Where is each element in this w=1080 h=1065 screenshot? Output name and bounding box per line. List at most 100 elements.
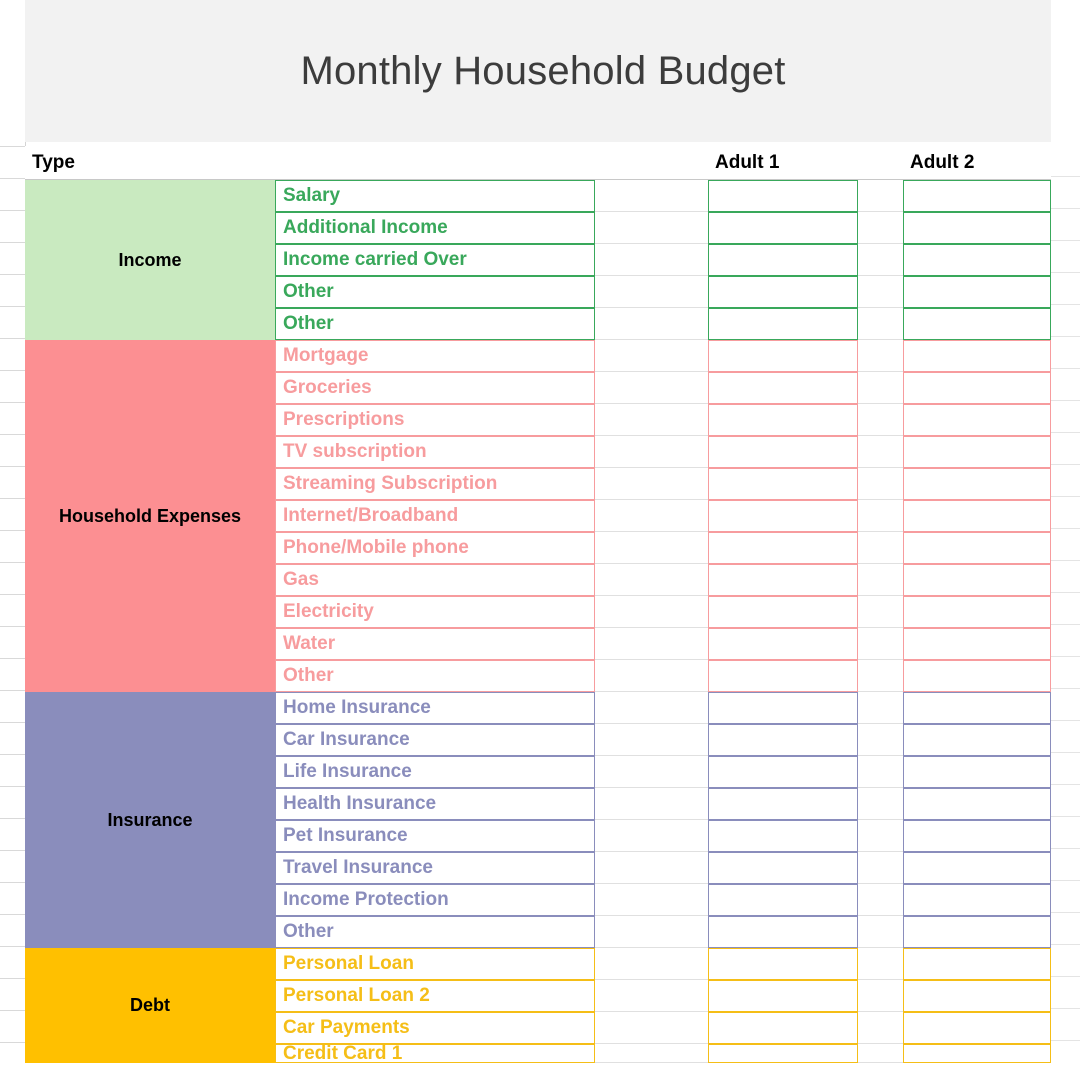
adult-2-amount-cell[interactable]	[903, 884, 1051, 916]
category-label-household-expenses[interactable]: Household Expenses	[25, 340, 275, 692]
gap-cell[interactable]	[858, 276, 903, 308]
column-header-gap[interactable]	[858, 146, 903, 180]
spacer-cell[interactable]	[595, 628, 708, 660]
item-label-cell[interactable]: Groceries	[275, 372, 595, 404]
gap-cell[interactable]	[858, 436, 903, 468]
item-label-cell[interactable]: Personal Loan 2	[275, 980, 595, 1012]
spacer-cell[interactable]	[595, 212, 708, 244]
spacer-cell[interactable]	[595, 372, 708, 404]
adult-1-amount-cell[interactable]	[708, 980, 858, 1012]
item-label-cell[interactable]: Prescriptions	[275, 404, 595, 436]
category-label-insurance[interactable]: Insurance	[25, 692, 275, 948]
item-label-cell[interactable]: Income carried Over	[275, 244, 595, 276]
adult-1-amount-cell[interactable]	[708, 884, 858, 916]
category-label-debt[interactable]: Debt	[25, 948, 275, 1063]
adult-1-amount-cell[interactable]	[708, 404, 858, 436]
adult-1-amount-cell[interactable]	[708, 212, 858, 244]
gap-cell[interactable]	[858, 372, 903, 404]
item-label-cell[interactable]: Mortgage	[275, 340, 595, 372]
spacer-cell[interactable]	[595, 596, 708, 628]
adult-1-amount-cell[interactable]	[708, 564, 858, 596]
item-label-cell[interactable]: Electricity	[275, 596, 595, 628]
adult-2-amount-cell[interactable]	[903, 692, 1051, 724]
spacer-cell[interactable]	[595, 980, 708, 1012]
spacer-cell[interactable]	[595, 916, 708, 948]
gap-cell[interactable]	[858, 532, 903, 564]
gap-cell[interactable]	[858, 500, 903, 532]
spacer-cell[interactable]	[595, 660, 708, 692]
adult-2-amount-cell[interactable]	[903, 340, 1051, 372]
item-label-cell[interactable]: Home Insurance	[275, 692, 595, 724]
adult-2-amount-cell[interactable]	[903, 500, 1051, 532]
item-label-cell[interactable]: Income Protection	[275, 884, 595, 916]
adult-2-amount-cell[interactable]	[903, 916, 1051, 948]
gap-cell[interactable]	[858, 692, 903, 724]
item-label-cell[interactable]: Other	[275, 660, 595, 692]
spacer-cell[interactable]	[595, 532, 708, 564]
adult-1-amount-cell[interactable]	[708, 596, 858, 628]
adult-1-amount-cell[interactable]	[708, 852, 858, 884]
adult-2-amount-cell[interactable]	[903, 756, 1051, 788]
adult-2-amount-cell[interactable]	[903, 244, 1051, 276]
item-label-cell[interactable]: Credit Card 1	[275, 1043, 595, 1064]
spacer-cell[interactable]	[595, 948, 708, 980]
gap-cell[interactable]	[858, 1044, 903, 1063]
adult-1-amount-cell[interactable]	[708, 724, 858, 756]
adult-2-amount-cell[interactable]	[903, 1044, 1051, 1063]
spacer-cell[interactable]	[595, 692, 708, 724]
gap-cell[interactable]	[858, 596, 903, 628]
column-header-adult-2[interactable]: Adult 2	[903, 146, 1051, 180]
adult-2-amount-cell[interactable]	[903, 276, 1051, 308]
item-label-cell[interactable]: Personal Loan	[275, 948, 595, 980]
adult-2-amount-cell[interactable]	[903, 468, 1051, 500]
gap-cell[interactable]	[858, 916, 903, 948]
adult-1-amount-cell[interactable]	[708, 1012, 858, 1044]
spacer-cell[interactable]	[595, 788, 708, 820]
column-header-item[interactable]	[275, 146, 595, 180]
adult-1-amount-cell[interactable]	[708, 916, 858, 948]
adult-2-amount-cell[interactable]	[903, 404, 1051, 436]
adult-2-amount-cell[interactable]	[903, 1012, 1051, 1044]
gap-cell[interactable]	[858, 724, 903, 756]
item-label-cell[interactable]: Water	[275, 628, 595, 660]
adult-2-amount-cell[interactable]	[903, 212, 1051, 244]
spacer-cell[interactable]	[595, 1044, 708, 1063]
item-label-cell[interactable]: Other	[275, 276, 595, 308]
spacer-cell[interactable]	[595, 436, 708, 468]
adult-2-amount-cell[interactable]	[903, 436, 1051, 468]
adult-2-amount-cell[interactable]	[903, 372, 1051, 404]
adult-1-amount-cell[interactable]	[708, 948, 858, 980]
adult-1-amount-cell[interactable]	[708, 180, 858, 212]
adult-1-amount-cell[interactable]	[708, 660, 858, 692]
adult-2-amount-cell[interactable]	[903, 852, 1051, 884]
gap-cell[interactable]	[858, 1012, 903, 1044]
item-label-cell[interactable]: Additional Income	[275, 212, 595, 244]
item-label-cell[interactable]: Internet/Broadband	[275, 500, 595, 532]
adult-1-amount-cell[interactable]	[708, 500, 858, 532]
gap-cell[interactable]	[858, 820, 903, 852]
adult-1-amount-cell[interactable]	[708, 820, 858, 852]
item-label-cell[interactable]: TV subscription	[275, 436, 595, 468]
adult-2-amount-cell[interactable]	[903, 596, 1051, 628]
column-header-type[interactable]: Type	[25, 146, 275, 180]
adult-2-amount-cell[interactable]	[903, 788, 1051, 820]
gap-cell[interactable]	[858, 980, 903, 1012]
adult-2-amount-cell[interactable]	[903, 660, 1051, 692]
spacer-cell[interactable]	[595, 276, 708, 308]
gap-cell[interactable]	[858, 468, 903, 500]
gap-cell[interactable]	[858, 788, 903, 820]
adult-1-amount-cell[interactable]	[708, 468, 858, 500]
gap-cell[interactable]	[858, 340, 903, 372]
adult-2-amount-cell[interactable]	[903, 628, 1051, 660]
adult-1-amount-cell[interactable]	[708, 372, 858, 404]
adult-2-amount-cell[interactable]	[903, 724, 1051, 756]
spacer-cell[interactable]	[595, 724, 708, 756]
item-label-cell[interactable]: Salary	[275, 180, 595, 212]
gap-cell[interactable]	[858, 180, 903, 212]
spacer-cell[interactable]	[595, 468, 708, 500]
item-label-cell[interactable]: Health Insurance	[275, 788, 595, 820]
item-label-cell[interactable]: Car Payments	[275, 1012, 595, 1044]
gap-cell[interactable]	[858, 564, 903, 596]
adult-1-amount-cell[interactable]	[708, 436, 858, 468]
adult-1-amount-cell[interactable]	[708, 788, 858, 820]
